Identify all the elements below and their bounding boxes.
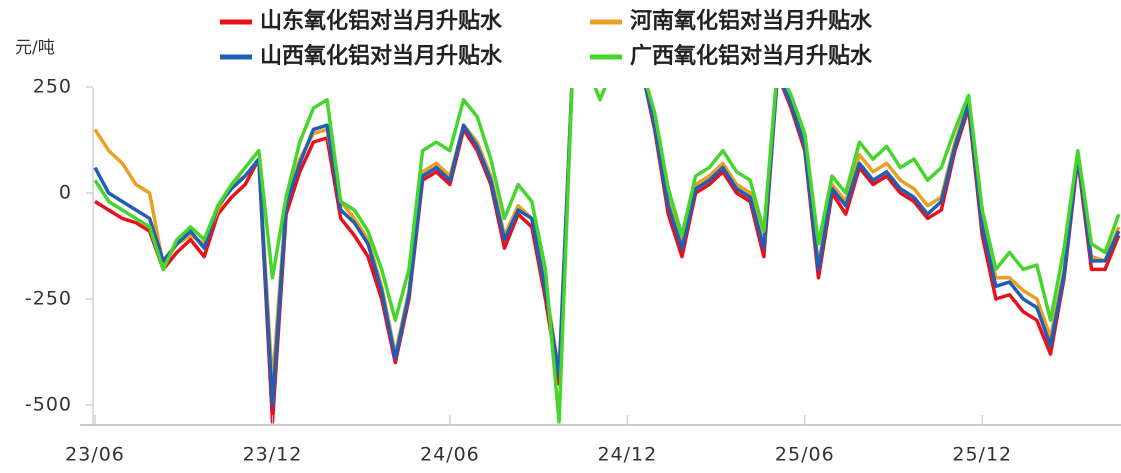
series-line (93, 88, 1121, 407)
x-tick-label: 24/06 (420, 444, 480, 466)
legend-label: 山东氧化铝对当月升贴水 (260, 8, 503, 34)
y-tick-label: 250 (33, 76, 72, 98)
plot-area (93, 88, 1121, 424)
x-tick-label: 25/12 (952, 444, 1012, 466)
x-tick-label: 24/12 (597, 444, 657, 466)
y-tick-label: -500 (25, 394, 72, 416)
legend-label: 山西氧化铝对当月升贴水 (260, 43, 503, 69)
legend-label: 广西氧化铝对当月升贴水 (630, 43, 873, 69)
legend-label: 河南氧化铝对当月升贴水 (630, 8, 873, 34)
x-tick-label: 25/06 (775, 444, 835, 466)
y-axis-label: 元/吨 (15, 38, 55, 58)
series-line (93, 88, 1121, 424)
y-tick-label: 0 (59, 182, 72, 204)
x-tick-label: 23/12 (243, 444, 303, 466)
y-tick-label: -250 (25, 288, 72, 310)
x-tick-label: 23/06 (65, 444, 125, 466)
